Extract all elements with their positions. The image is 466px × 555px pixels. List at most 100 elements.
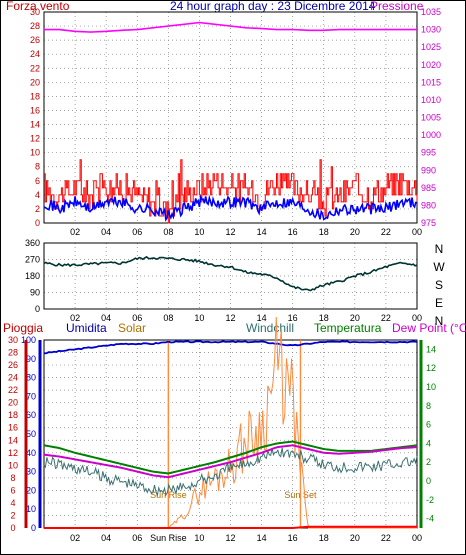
wind-x-tick: 00: [412, 227, 422, 237]
wind-x-tick: 14: [257, 227, 267, 237]
humidity-y-tick: 80: [26, 373, 36, 383]
wind-y-tick: 14: [30, 120, 40, 130]
temperature-y-tick: -4: [426, 514, 434, 524]
direction-x-tick: 20: [350, 313, 360, 323]
temperature-y-tick: 6: [426, 420, 431, 430]
pressure-y-tick: 980: [421, 200, 436, 210]
sunset-label: Sun Set: [284, 490, 317, 500]
wind-y-tick: 8: [35, 162, 40, 172]
rain-y-tick: 18: [8, 410, 18, 420]
wind-panel-border: [43, 11, 418, 224]
pressure-series: [44, 21, 417, 33]
wind-y-tick: 0: [35, 218, 40, 228]
pressure-y-tick: 1030: [421, 25, 441, 35]
direction-x-tick: 10: [194, 313, 204, 323]
direction-x-tick: 02: [70, 313, 80, 323]
wind-y-tick: 26: [30, 35, 40, 45]
direction-x-tick: 04: [101, 313, 111, 323]
rain-y-tick: 0: [10, 523, 15, 533]
wind-x-tick: 10: [194, 227, 204, 237]
direction-panel-border: [43, 242, 418, 310]
compass-label: W: [433, 260, 445, 274]
wind-y-tick: 10: [30, 148, 40, 158]
weather-x-tick: 00: [412, 533, 422, 543]
pressure-y-tick: 975: [421, 218, 436, 228]
pressure-y-tick: 990: [421, 165, 436, 175]
humidity-y-tick: 70: [26, 391, 36, 401]
rain-y-tick: 6: [10, 485, 15, 495]
wind-x-tick: 02: [70, 227, 80, 237]
direction-panel: [43, 242, 418, 310]
wind-x-tick: 12: [225, 227, 235, 237]
wind-x-tick: 22: [381, 227, 391, 237]
direction-y-tick: 0: [35, 304, 40, 314]
pressure-label: Pressione: [370, 0, 424, 13]
pressure-y-tick: 1020: [421, 60, 441, 70]
wind-y-tick: 6: [35, 176, 40, 186]
wind-direction-series: [43, 255, 418, 292]
windchill-legend: Windchill: [246, 321, 295, 335]
weather-x-tick: 22: [381, 533, 391, 543]
humidity-y-tick: 20: [26, 485, 36, 495]
wind-y-tick: 22: [30, 63, 40, 73]
temperature-y-tick: 0: [426, 476, 431, 486]
dewpoint-legend: Dew Point (°C): [392, 321, 466, 335]
rain-y-tick: 16: [8, 423, 18, 433]
temperature-y-tick: -2: [426, 495, 434, 505]
rain-series: [44, 525, 417, 529]
weather-x-tick: 02: [70, 533, 80, 543]
direction-x-tick: 00: [412, 313, 422, 323]
direction-y-tick: 360: [25, 238, 40, 248]
pressure-y-tick: 1005: [421, 113, 441, 123]
wind-gust-series: [44, 159, 418, 224]
weather-x-tick: 04: [101, 533, 111, 543]
dewpoint-series: [43, 444, 418, 479]
rain-y-tick: 2: [10, 510, 15, 520]
wind-average-series: [43, 194, 418, 222]
wind-x-tick: 08: [163, 227, 173, 237]
compass-label: S: [435, 278, 443, 292]
compass-label: N: [435, 314, 444, 328]
direction-x-tick: 22: [381, 313, 391, 323]
direction-x-tick: 08: [163, 313, 173, 323]
wind-y-tick: 16: [30, 105, 40, 115]
weather-x-tick: 06: [132, 533, 142, 543]
humidity-series: [43, 340, 418, 355]
pressure-y-tick: 1035: [421, 7, 441, 17]
weather-x-tick: 18: [319, 533, 329, 543]
wind-y-tick: 20: [30, 77, 40, 87]
wind-y-tick: 4: [35, 190, 40, 200]
temperature-series: [43, 440, 418, 475]
solar-legend: Solar: [118, 321, 147, 335]
humidity-y-tick: 60: [26, 410, 36, 420]
direction-y-tick: 180: [25, 271, 40, 281]
humidity-legend: Umidita: [66, 321, 107, 335]
rain-y-tick: 26: [8, 360, 18, 370]
weather-x-tick: 10: [194, 533, 204, 543]
direction-x-tick: 18: [319, 313, 329, 323]
rain-y-tick: 14: [8, 435, 18, 445]
rain-y-tick: 22: [8, 385, 18, 395]
weather-x-tick: Sun Rise: [150, 533, 187, 543]
temperature-y-tick: 2: [426, 457, 431, 467]
wind-x-tick: 06: [132, 227, 142, 237]
rain-y-tick: 20: [8, 398, 18, 408]
wind-y-tick: 12: [30, 134, 40, 144]
wind-y-tick: 28: [30, 21, 40, 31]
weather-x-tick: 12: [225, 533, 235, 543]
pressure-y-tick: 985: [421, 183, 436, 193]
graph-title: 24 hour graph day : 23 Dicembre 2014: [170, 0, 376, 13]
rain-y-tick: 12: [8, 448, 18, 458]
rain-y-tick: 8: [10, 473, 15, 483]
wind-x-tick: 16: [288, 227, 298, 237]
humidity-y-tick: 100: [21, 335, 36, 345]
wind-y-tick: 18: [30, 91, 40, 101]
compass-label: E: [435, 296, 443, 310]
pressure-y-tick: 1000: [421, 130, 441, 140]
humidity-y-tick: 40: [26, 448, 36, 458]
temperature-legend: Temperatura: [314, 321, 382, 335]
humidity-y-tick: 10: [26, 504, 36, 514]
wind-x-tick: 18: [319, 227, 329, 237]
weather-x-tick: 14: [257, 533, 267, 543]
